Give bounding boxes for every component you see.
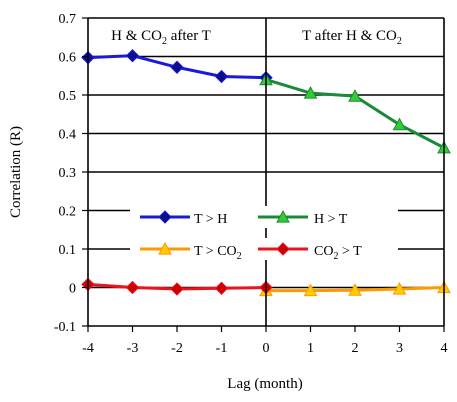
region-label-right: T after H & CO2 bbox=[302, 28, 402, 47]
region-label-left: H & CO2 after T bbox=[111, 28, 211, 47]
x-tick-label-4: 0 bbox=[263, 341, 270, 356]
y-axis-title: Correlation (R) bbox=[8, 126, 24, 218]
y-tick-label-4: 0.3 bbox=[59, 166, 77, 181]
legend-swatch-marker-2 bbox=[158, 241, 172, 255]
x-tick-label-0: -4 bbox=[82, 341, 94, 356]
series-3-point-1 bbox=[125, 280, 140, 295]
plot-frame bbox=[82, 17, 445, 332]
legend: T > H H > T T > CO2 CO2 > T bbox=[130, 206, 398, 262]
y-tick-label-2: 0.1 bbox=[59, 243, 77, 258]
series-0-point-3 bbox=[214, 69, 229, 84]
legend-label-co2-t: CO2 > T bbox=[314, 244, 362, 262]
series-3-point-3 bbox=[214, 281, 229, 295]
series-3-point-2 bbox=[170, 282, 184, 296]
series-1-point-1 bbox=[303, 86, 318, 99]
x-tick-label-1: -3 bbox=[127, 341, 139, 356]
series-0-point-1 bbox=[125, 49, 140, 63]
legend-swatch-marker-3 bbox=[276, 242, 290, 256]
legend-label-h-t: H > T bbox=[314, 212, 348, 227]
x-tick-label-5: 1 bbox=[307, 341, 314, 356]
series-2-point-1 bbox=[303, 283, 318, 297]
legend-label-t-co2: T > CO2 bbox=[194, 244, 242, 262]
legend-swatch-marker-0 bbox=[158, 210, 172, 224]
y-tick-label-7: 0.6 bbox=[59, 51, 77, 66]
y-tick-label-0: -0.1 bbox=[54, 320, 76, 335]
series-2-point-3 bbox=[392, 281, 407, 295]
x-tick-label-7: 3 bbox=[396, 341, 403, 356]
y-tick-label-1: 0 bbox=[69, 282, 76, 297]
x-tick-labels: -4 -3 -2 -1 0 1 2 3 4 bbox=[82, 341, 447, 356]
y-tick-label-8: 0.7 bbox=[59, 12, 77, 27]
x-tick-label-8: 4 bbox=[441, 341, 448, 356]
x-tick-label-6: 2 bbox=[352, 341, 359, 356]
x-axis-title: Lag (month) bbox=[227, 376, 302, 392]
x-tick-label-2: -2 bbox=[171, 341, 183, 356]
legend-label-t-h: T > H bbox=[194, 212, 227, 227]
y-tick-label-6: 0.5 bbox=[59, 89, 77, 104]
series-1-point-2 bbox=[348, 89, 362, 102]
series-0-point-2 bbox=[170, 60, 184, 74]
y-tick-labels: -0.1 0 0.1 0.2 0.3 0.4 0.5 0.6 0.7 bbox=[54, 12, 76, 335]
series-2-point-2 bbox=[348, 283, 362, 296]
x-tick-label-3: -1 bbox=[216, 341, 228, 356]
y-tick-label-3: 0.2 bbox=[59, 205, 77, 220]
series-1-point-3 bbox=[392, 117, 407, 131]
legend-swatch-marker-1 bbox=[276, 209, 290, 223]
y-tick-label-5: 0.4 bbox=[59, 128, 77, 143]
